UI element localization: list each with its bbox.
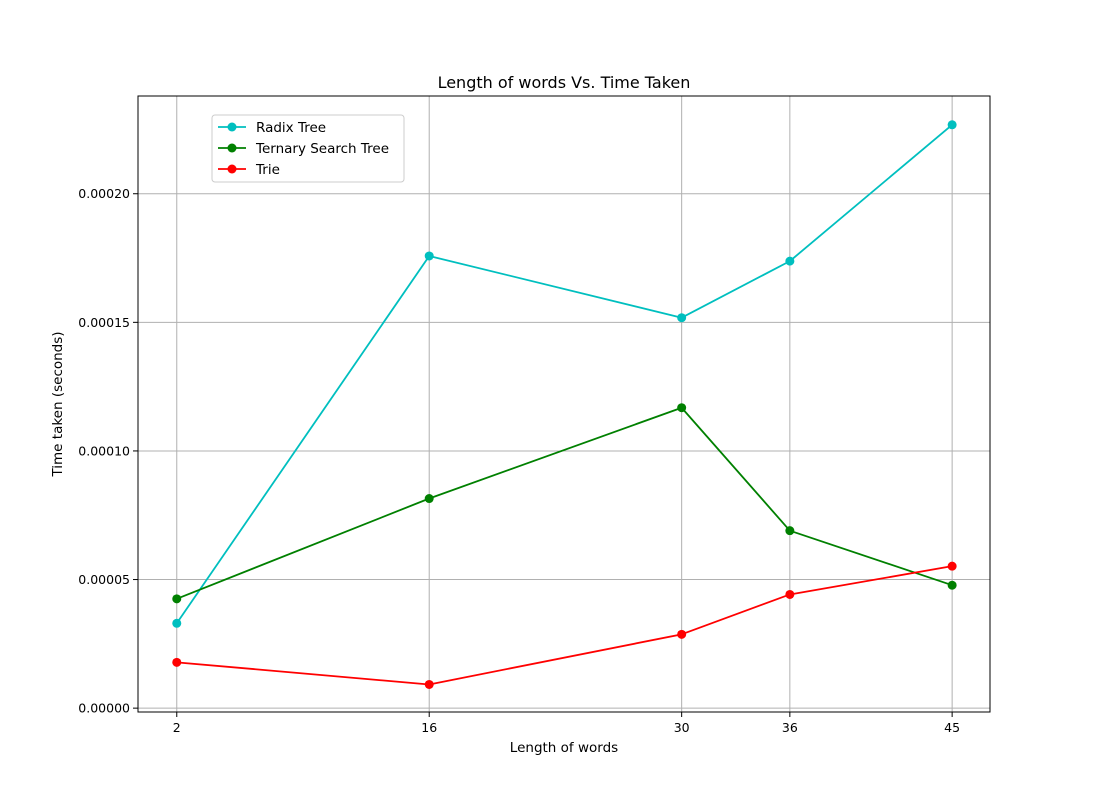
legend-item-trie: Trie: [218, 162, 280, 178]
legend-marker: [227, 164, 237, 174]
legend-label: Trie: [255, 162, 280, 178]
legend-label: Radix Tree: [256, 120, 326, 136]
series-layer: [172, 120, 957, 689]
grid: [138, 96, 990, 712]
data-point-ternary-search-tree: [785, 526, 795, 536]
data-point-trie: [677, 629, 687, 639]
x-tick-label: 36: [782, 720, 798, 735]
legend-box: [211, 114, 405, 183]
x-tick-label: 30: [674, 720, 690, 735]
x-tick-label: 16: [421, 720, 437, 735]
data-point-trie: [947, 561, 957, 571]
axis-ticks: 2 16 30 36 45 0.00000 0.00005 0.00010 0.00015 0.0…: [78, 186, 960, 735]
legend-label: Ternary Search Tree: [255, 141, 389, 157]
series-radix-tree: [172, 120, 957, 628]
data-point-ternary-search-tree: [172, 594, 182, 604]
data-point-radix-tree: [424, 251, 434, 261]
data-point-radix-tree: [172, 618, 182, 628]
x-tick-label: 45: [944, 720, 960, 735]
legend-marker: [227, 143, 237, 153]
y-tick-label: 0.00015: [78, 315, 130, 330]
data-point-radix-tree: [677, 313, 687, 323]
y-tick-label: 0.00005: [78, 572, 130, 587]
data-point-radix-tree: [785, 256, 795, 266]
plot-frame: [137, 95, 991, 713]
legend-item-ternary-search-tree: Ternary Search Tree: [218, 141, 389, 157]
data-point-radix-tree: [947, 120, 957, 130]
data-point-ternary-search-tree: [947, 580, 957, 590]
x-axis-label: Length of words: [510, 740, 618, 756]
data-point-trie: [424, 679, 434, 689]
legend: Radix Tree Ternary Search Tree Trie: [211, 114, 405, 183]
x-tick-label: 2: [173, 720, 181, 735]
y-tick-label: 0.00010: [78, 443, 130, 458]
data-point-ternary-search-tree: [424, 494, 434, 504]
chart-title: Length of words Vs. Time Taken: [438, 73, 691, 92]
data-point-trie: [172, 657, 182, 667]
y-tick-label: 0.00000: [78, 701, 130, 716]
series-trie: [172, 561, 957, 689]
data-point-trie: [785, 589, 795, 599]
legend-item-radix-tree: Radix Tree: [218, 120, 326, 136]
series-ternary-search-tree: [172, 403, 957, 604]
data-point-ternary-search-tree: [677, 403, 687, 413]
legend-marker: [227, 122, 237, 132]
y-tick-label: 0.00020: [78, 186, 130, 201]
y-axis-label: Time taken (seconds): [50, 331, 66, 477]
